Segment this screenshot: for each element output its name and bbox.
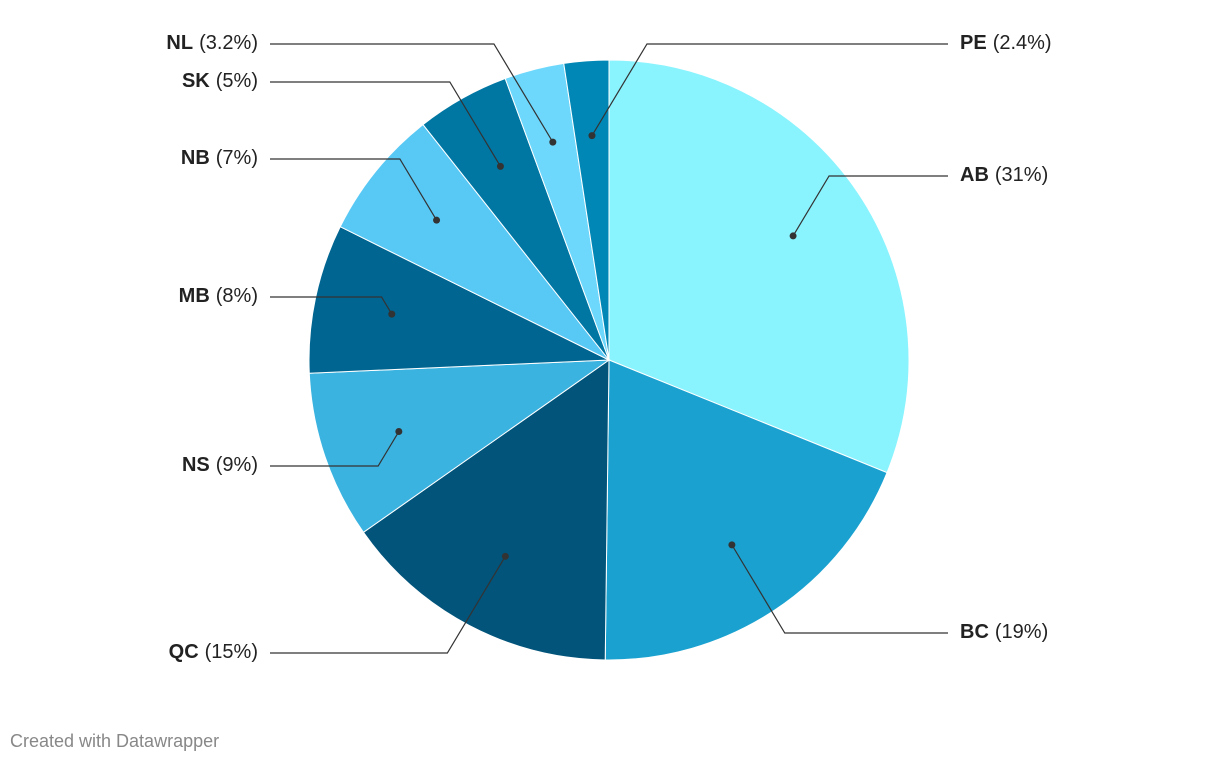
slice: [308, 226, 610, 374]
value-label: (7%): [216, 147, 258, 169]
slice: [308, 359, 611, 534]
value-label: (19%): [995, 621, 1048, 643]
slice: [362, 359, 610, 661]
leader-dot: [388, 310, 396, 318]
value-label: (8%): [216, 285, 258, 307]
leader-dot: [728, 541, 736, 549]
leader-dot: [588, 132, 596, 140]
category-label: PE: [960, 32, 987, 54]
value-label: (2.4%): [993, 32, 1052, 54]
slice-label: MB (8%): [179, 285, 258, 307]
slice-label: AB (31%): [960, 164, 1048, 186]
value-label: (3.2%): [199, 32, 258, 54]
leader-dot: [549, 138, 557, 146]
value-label: (31%): [995, 164, 1048, 186]
slice-label: NL (3.2%): [166, 32, 258, 54]
leader-dot: [433, 216, 441, 224]
slice-label: BC (19%): [960, 621, 1048, 643]
value-label: (9%): [216, 454, 258, 476]
leader-line: [731, 544, 948, 634]
slice: [339, 123, 610, 361]
slice-label: NB (7%): [181, 147, 258, 169]
category-label: BC: [960, 621, 989, 643]
slice: [604, 359, 888, 661]
credit: Created with Datawrapper: [10, 731, 219, 751]
leader-line: [792, 175, 948, 237]
leader-line: [270, 158, 438, 221]
slice-label: SK (5%): [182, 70, 258, 92]
leader-line: [270, 556, 506, 654]
category-label: NL: [166, 32, 193, 54]
leader-line: [270, 296, 393, 315]
slice: [608, 59, 910, 474]
leader-line: [591, 43, 948, 136]
category-label: NB: [181, 147, 210, 169]
leader-line: [270, 431, 400, 467]
slice-label: NS (9%): [182, 454, 258, 476]
value-label: (5%): [216, 70, 258, 92]
leader-line: [270, 43, 554, 143]
slice-label: QC (15%): [169, 641, 258, 663]
category-label: AB: [960, 164, 989, 186]
slice-label: PE (2.4%): [960, 32, 1052, 54]
category-label: QC: [169, 641, 199, 663]
leader-dot: [395, 428, 403, 436]
category-label: MB: [179, 285, 210, 307]
leader-dot: [501, 552, 509, 560]
category-label: NS: [182, 454, 210, 476]
leader-dot: [789, 232, 797, 240]
slice: [563, 59, 610, 361]
value-label: (15%): [205, 641, 258, 663]
leader-dot: [496, 162, 504, 170]
category-label: SK: [182, 70, 210, 92]
leader-line: [270, 81, 501, 167]
